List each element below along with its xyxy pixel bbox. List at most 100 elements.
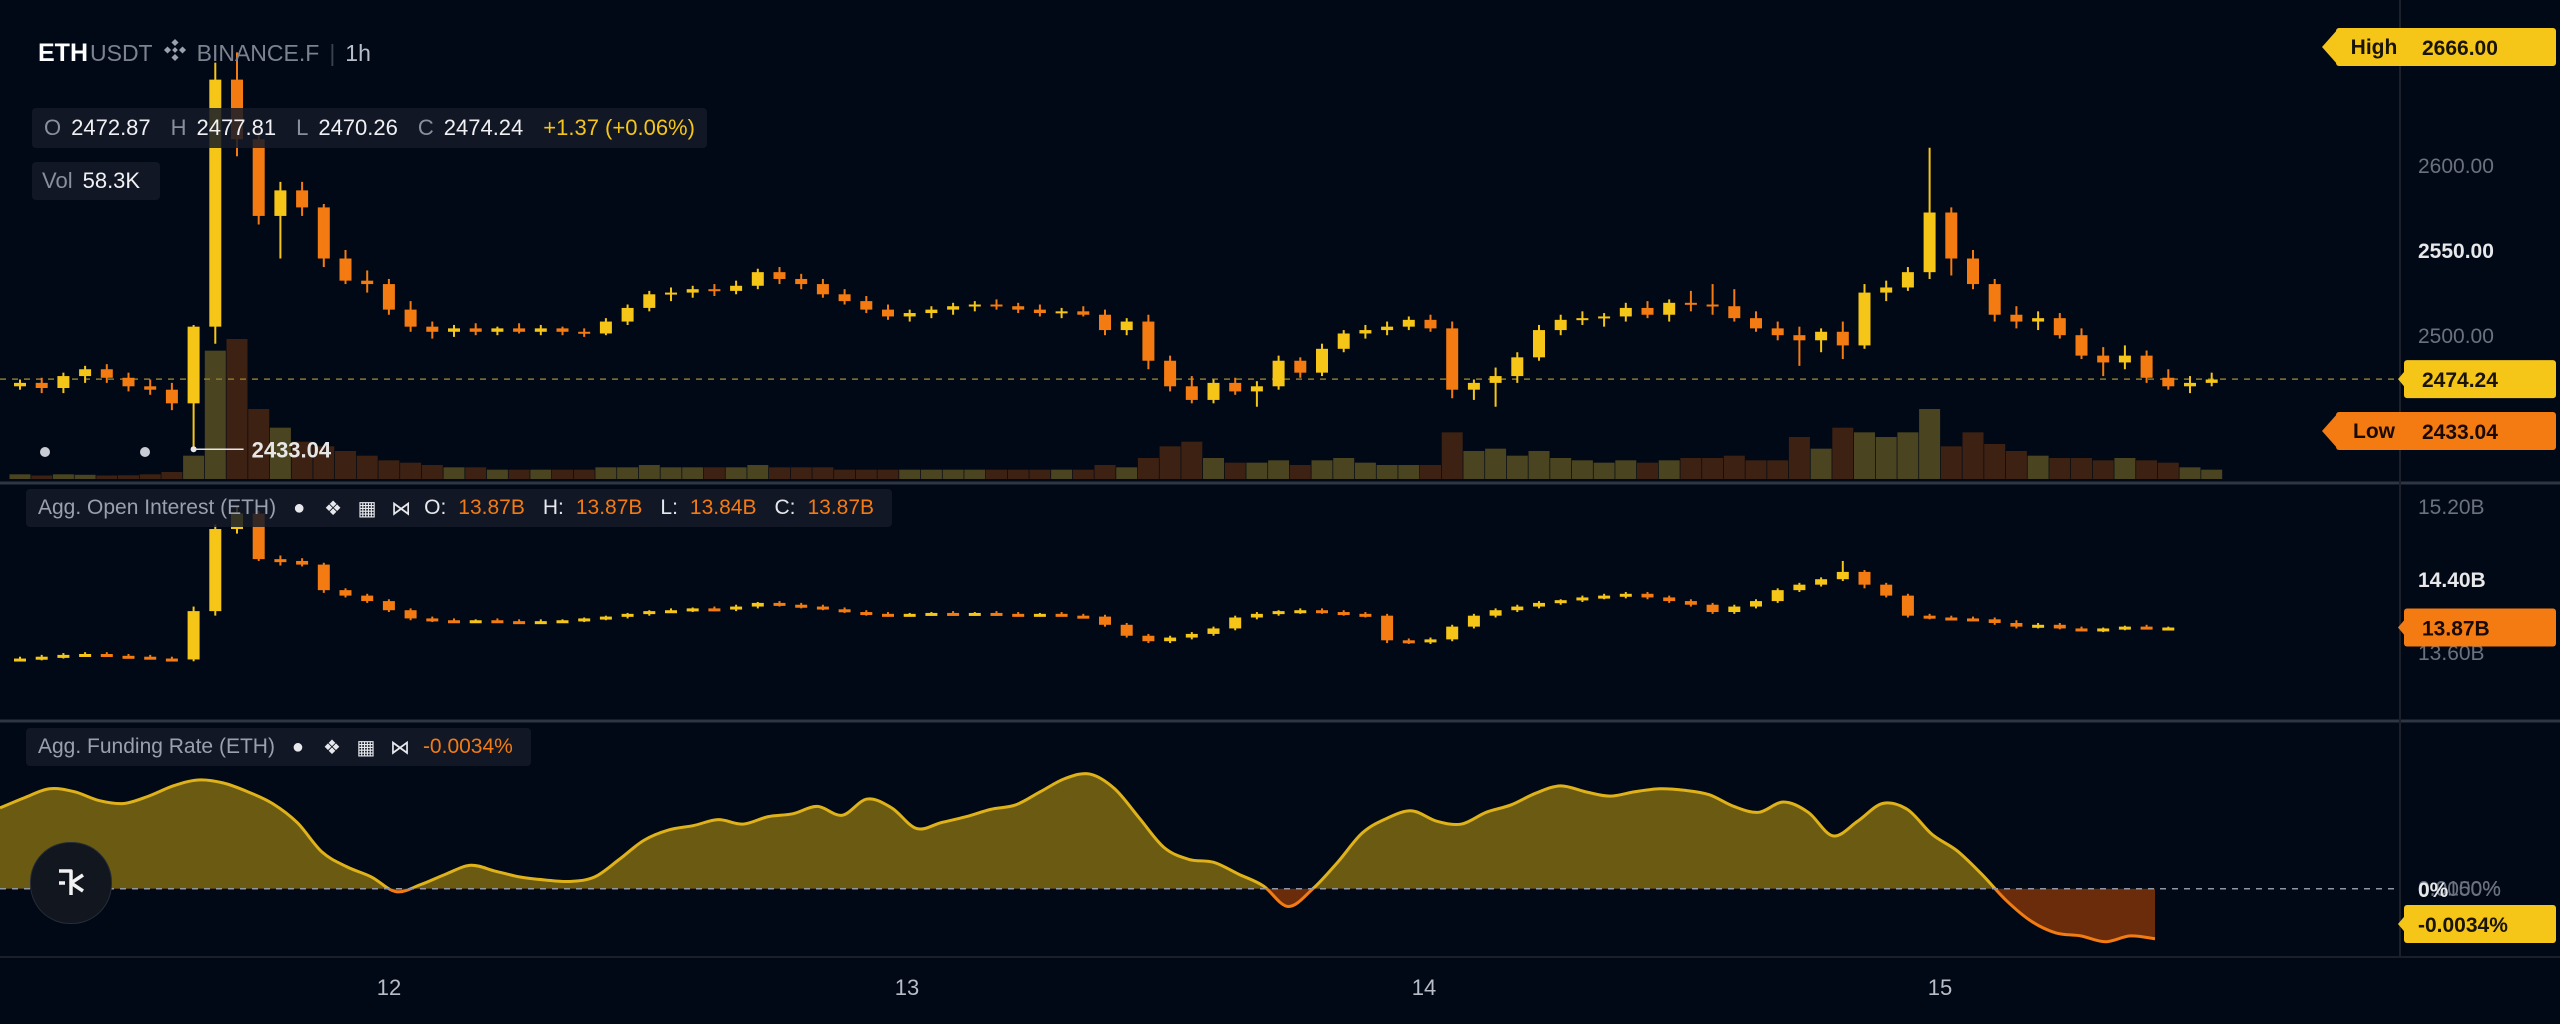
symbol-name[interactable]: ETH bbox=[38, 38, 88, 67]
volume-bar bbox=[1224, 462, 1246, 479]
oi-candle bbox=[643, 611, 656, 615]
volume-bar bbox=[2179, 467, 2201, 479]
price-candle bbox=[1055, 311, 1068, 314]
oi-candle bbox=[925, 612, 938, 616]
price-candle bbox=[1923, 212, 1936, 273]
price-candle bbox=[1815, 331, 1828, 341]
oi-candle bbox=[2075, 628, 2088, 632]
visibility-icon[interactable]: ● bbox=[293, 496, 306, 519]
price-candle bbox=[751, 272, 764, 286]
volume-bar bbox=[1051, 469, 1073, 479]
event-dot bbox=[140, 447, 150, 457]
oi-candle bbox=[1142, 635, 1155, 642]
price-candle bbox=[2162, 377, 2175, 387]
price-candle bbox=[1554, 319, 1567, 331]
volume-bar bbox=[1094, 465, 1116, 479]
funding-line-positive bbox=[0, 772, 1998, 889]
oi-candle bbox=[1185, 633, 1198, 638]
volume-bar bbox=[1203, 458, 1224, 479]
volume-bar bbox=[1702, 458, 1724, 479]
funding-rate-legend[interactable]: Agg. Funding Rate (ETH) ● ❖ ▦ ⋈ -0.0034% bbox=[26, 728, 531, 766]
volume-bar bbox=[1788, 437, 1810, 479]
volume-bar bbox=[204, 350, 226, 479]
price-candle bbox=[882, 309, 894, 317]
source-icon[interactable]: ❖ bbox=[324, 497, 343, 520]
price-candle bbox=[1207, 382, 1220, 400]
volume-bar bbox=[183, 455, 205, 479]
volume-bar bbox=[378, 460, 400, 479]
price-candle bbox=[621, 307, 634, 322]
more-icon[interactable]: ⋈ bbox=[391, 497, 412, 520]
source-icon[interactable]: ❖ bbox=[322, 736, 341, 759]
oi-candle bbox=[404, 610, 417, 619]
oi-candle bbox=[1771, 590, 1784, 602]
volume-bar bbox=[1745, 460, 1767, 479]
oi-candle bbox=[1945, 617, 1958, 621]
volume-bar bbox=[986, 469, 1007, 479]
price-candle bbox=[925, 309, 938, 314]
volume-bar bbox=[834, 469, 856, 479]
price-candle bbox=[1684, 302, 1697, 305]
close-value: 2474.24 bbox=[443, 115, 524, 140]
volume-bar bbox=[1810, 448, 1832, 479]
oi-high-value: 13.87B bbox=[575, 496, 643, 519]
oi-candle bbox=[773, 602, 786, 606]
open-interest-legend[interactable]: Agg. Open Interest (ETH) ● ❖ ▦ ⋈ O: 13.87… bbox=[26, 489, 893, 527]
price-candle bbox=[1598, 316, 1611, 319]
price-candle bbox=[1012, 306, 1025, 310]
logo-icon[interactable] bbox=[30, 842, 112, 924]
oi-candle bbox=[1858, 571, 1871, 585]
header-divider: | bbox=[329, 39, 336, 66]
oi-candle bbox=[144, 656, 157, 660]
low-marker-label: 2433.04 bbox=[252, 437, 332, 462]
oi-candle bbox=[1207, 628, 1220, 634]
price-candle bbox=[1836, 331, 1849, 346]
price-candle bbox=[2205, 379, 2218, 383]
price-candle bbox=[816, 284, 829, 295]
price-candle bbox=[1489, 376, 1502, 383]
open-interest-title: Agg. Open Interest (ETH) bbox=[38, 496, 277, 519]
volume-bar bbox=[1333, 458, 1355, 479]
volume-bar bbox=[31, 475, 53, 479]
volume-bar bbox=[2027, 455, 2049, 479]
oi-candle bbox=[448, 620, 460, 624]
price-candle bbox=[1641, 307, 1654, 315]
oi-candle bbox=[122, 655, 135, 659]
more-icon[interactable]: ⋈ bbox=[389, 736, 410, 759]
funding-axis-tick: 0.0050% bbox=[2418, 878, 2501, 901]
open-value: 2472.87 bbox=[71, 115, 151, 140]
settings-icon[interactable]: ▦ bbox=[357, 497, 377, 520]
price-candle bbox=[599, 321, 612, 334]
settings-icon[interactable]: ▦ bbox=[356, 736, 376, 759]
volume-bar bbox=[1528, 451, 1550, 479]
volume-bar bbox=[595, 467, 617, 479]
price-candle bbox=[404, 309, 417, 327]
price-candle bbox=[2140, 355, 2153, 378]
quote-currency: USDT bbox=[90, 39, 153, 66]
funding-axis-tick: 0% bbox=[2418, 879, 2449, 902]
low-label: L bbox=[296, 115, 309, 140]
volume-bar bbox=[942, 469, 964, 479]
price-candle bbox=[122, 377, 135, 387]
price-candle bbox=[990, 304, 1003, 307]
price-candle bbox=[1663, 302, 1676, 315]
high-price-badge-bg bbox=[2404, 28, 2556, 66]
oi-candle bbox=[1923, 615, 1936, 619]
volume-bar bbox=[1658, 460, 1680, 479]
interval-selector[interactable]: 1h bbox=[345, 39, 371, 66]
volume-bar bbox=[1376, 465, 1398, 479]
price-candle bbox=[426, 326, 439, 332]
volume-bar bbox=[1181, 441, 1203, 479]
visibility-icon[interactable]: ● bbox=[291, 735, 304, 758]
volume-bar bbox=[400, 462, 422, 479]
open-label: O bbox=[44, 115, 62, 140]
oi-candle bbox=[1554, 600, 1567, 604]
oi-candle bbox=[534, 621, 547, 625]
last-price-badge-value: 2474.24 bbox=[2422, 369, 2498, 392]
price-candle bbox=[252, 139, 265, 216]
oi-candle bbox=[1424, 639, 1437, 643]
volume-bar bbox=[1897, 432, 1919, 479]
price-candle bbox=[491, 328, 504, 332]
